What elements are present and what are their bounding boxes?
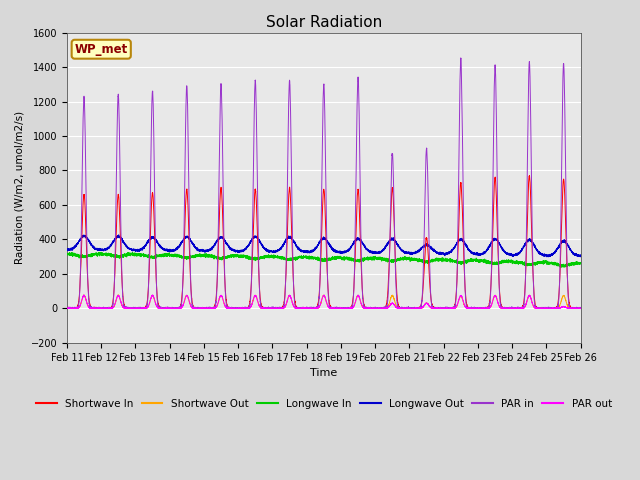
Title: Solar Radiation: Solar Radiation bbox=[266, 15, 382, 30]
Legend: Shortwave In, Shortwave Out, Longwave In, Longwave Out, PAR in, PAR out: Shortwave In, Shortwave Out, Longwave In… bbox=[31, 395, 616, 413]
Y-axis label: Radiation (W/m2, umol/m2/s): Radiation (W/m2, umol/m2/s) bbox=[15, 111, 25, 264]
X-axis label: Time: Time bbox=[310, 368, 337, 378]
Text: WP_met: WP_met bbox=[75, 43, 128, 56]
